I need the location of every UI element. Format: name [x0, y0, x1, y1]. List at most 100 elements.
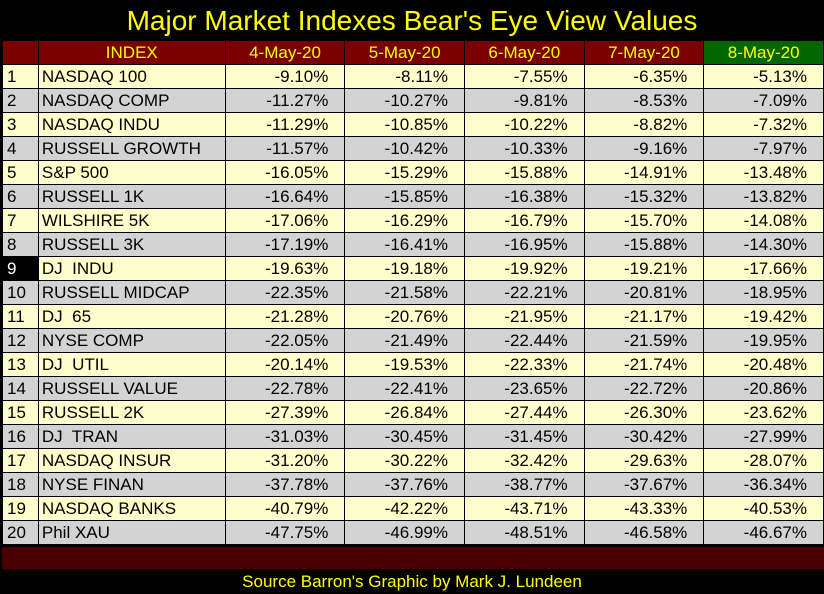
footer-bar [2, 547, 824, 569]
row-rank: 4 [2, 136, 39, 161]
row-value: -11.29% [224, 112, 346, 137]
row-value: -15.32% [583, 184, 705, 209]
row-index-name: S&P 500 [37, 160, 226, 185]
row-rank: 15 [2, 400, 39, 425]
row-index-name: WILSHIRE 5K [37, 208, 226, 233]
table-row: 8 RUSSELL 3K -17.19% -16.41% -16.95% -15.88% -… [2, 232, 824, 257]
table-row: 6 RUSSELL 1K -16.64% -15.85% -16.38% -15.32% -… [2, 184, 824, 209]
table-row: 12 NYSE COMP -22.05% -21.49% -22.44% -21.59% -… [2, 328, 824, 353]
row-value: -20.81% [583, 280, 705, 305]
row-value: -22.78% [224, 376, 346, 401]
row-value: -31.20% [224, 448, 346, 473]
row-rank: 18 [2, 472, 39, 497]
row-value: -13.82% [703, 184, 824, 209]
row-value: -18.95% [703, 280, 824, 305]
row-value: -21.59% [583, 328, 705, 353]
table-row: 11 DJ 65 -21.28% -20.76% -21.95% -21.17% -19.4… [2, 304, 824, 329]
row-index-name: NASDAQ BANKS [37, 496, 226, 521]
row-index-name: NASDAQ INSUR [37, 448, 226, 473]
row-value: -10.22% [463, 112, 585, 137]
header-date-4: 7-May-20 [583, 40, 705, 65]
row-value: -9.81% [463, 88, 585, 113]
row-index-name: DJ INDU [37, 256, 226, 281]
row-value: -6.35% [583, 64, 705, 89]
row-value: -38.77% [463, 472, 585, 497]
table-row: 14 RUSSELL VALUE -22.78% -22.41% -23.65% -22.… [2, 376, 824, 401]
row-value: -43.33% [583, 496, 705, 521]
row-index-name: DJ TRAN [37, 424, 226, 449]
row-rank: 8 [2, 232, 39, 257]
row-rank: 17 [2, 448, 39, 473]
table-row: 1 NASDAQ 100 -9.10% -8.11% -7.55% -6.35% -5.13… [2, 64, 824, 89]
row-value: -20.76% [344, 304, 465, 329]
row-value: -15.70% [583, 208, 705, 233]
header-date-2: 5-May-20 [344, 40, 465, 65]
row-value: -30.45% [344, 424, 465, 449]
row-value: -11.57% [224, 136, 346, 161]
row-value: -14.08% [703, 208, 824, 233]
row-value: -21.28% [224, 304, 346, 329]
row-rank: 1 [2, 64, 39, 89]
row-rank: 5 [2, 160, 39, 185]
row-value: -31.45% [463, 424, 585, 449]
row-value: -19.92% [463, 256, 585, 281]
row-rank: 20 [2, 520, 39, 545]
row-value: -7.55% [463, 64, 585, 89]
row-value: -23.65% [463, 376, 585, 401]
row-value: -37.76% [344, 472, 465, 497]
row-value: -22.05% [224, 328, 346, 353]
row-value: -15.29% [344, 160, 465, 185]
row-value: -26.30% [583, 400, 705, 425]
row-value: -26.84% [344, 400, 465, 425]
row-index-name: NASDAQ INDU [37, 112, 226, 137]
row-value: -21.49% [344, 328, 465, 353]
row-value: -20.86% [703, 376, 824, 401]
row-index-name: DJ UTIL [37, 352, 226, 377]
header-rank [2, 40, 39, 65]
row-value: -16.95% [463, 232, 585, 257]
row-value: -9.16% [583, 136, 705, 161]
row-value: -10.33% [463, 136, 585, 161]
row-rank: 3 [2, 112, 39, 137]
source-credit: Source Barron's Graphic by Mark J. Lunde… [242, 572, 582, 591]
row-value: -27.39% [224, 400, 346, 425]
row-value: -7.97% [703, 136, 824, 161]
row-value: -22.72% [583, 376, 705, 401]
row-value: -10.85% [344, 112, 465, 137]
row-index-name: RUSSELL VALUE [37, 376, 226, 401]
row-rank: 12 [2, 328, 39, 353]
row-value: -22.41% [344, 376, 465, 401]
row-value: -8.82% [583, 112, 705, 137]
table-row: 15 RUSSELL 2K -27.39% -26.84% -27.44% -26.30%… [2, 400, 824, 425]
row-value: -16.05% [224, 160, 346, 185]
row-value: -42.22% [344, 496, 465, 521]
row-value: -22.21% [463, 280, 585, 305]
row-value: -15.88% [463, 160, 585, 185]
table-row: 18 NYSE FINAN -37.78% -37.76% -38.77% -37.67%… [2, 472, 824, 497]
row-value: -22.35% [224, 280, 346, 305]
row-value: -19.95% [703, 328, 824, 353]
page-title: Major Market Indexes Bear's Eye View Val… [126, 5, 698, 36]
table-row: 19 NASDAQ BANKS -40.79% -42.22% -43.71% -43.3… [2, 496, 824, 521]
row-value: -11.27% [224, 88, 346, 113]
row-index-name: RUSSELL GROWTH [37, 136, 226, 161]
row-rank: 10 [2, 280, 39, 305]
row-value: -5.13% [703, 64, 824, 89]
row-value: -13.48% [703, 160, 824, 185]
row-value: -46.67% [703, 520, 824, 545]
row-value: -16.64% [224, 184, 346, 209]
header-date-3: 6-May-20 [463, 40, 585, 65]
row-value: -17.06% [224, 208, 346, 233]
row-value: -37.67% [583, 472, 705, 497]
header-index: INDEX [37, 40, 226, 65]
row-value: -16.38% [463, 184, 585, 209]
row-value: -7.09% [703, 88, 824, 113]
row-value: -20.48% [703, 352, 824, 377]
row-value: -20.14% [224, 352, 346, 377]
row-rank: 2 [2, 88, 39, 113]
row-value: -43.71% [463, 496, 585, 521]
row-rank: 14 [2, 376, 39, 401]
header-date-1: 4-May-20 [224, 40, 346, 65]
table-row: 9 DJ INDU -19.63% -19.18% -19.92% -19.21% -17.… [2, 256, 824, 281]
row-value: -22.44% [463, 328, 585, 353]
